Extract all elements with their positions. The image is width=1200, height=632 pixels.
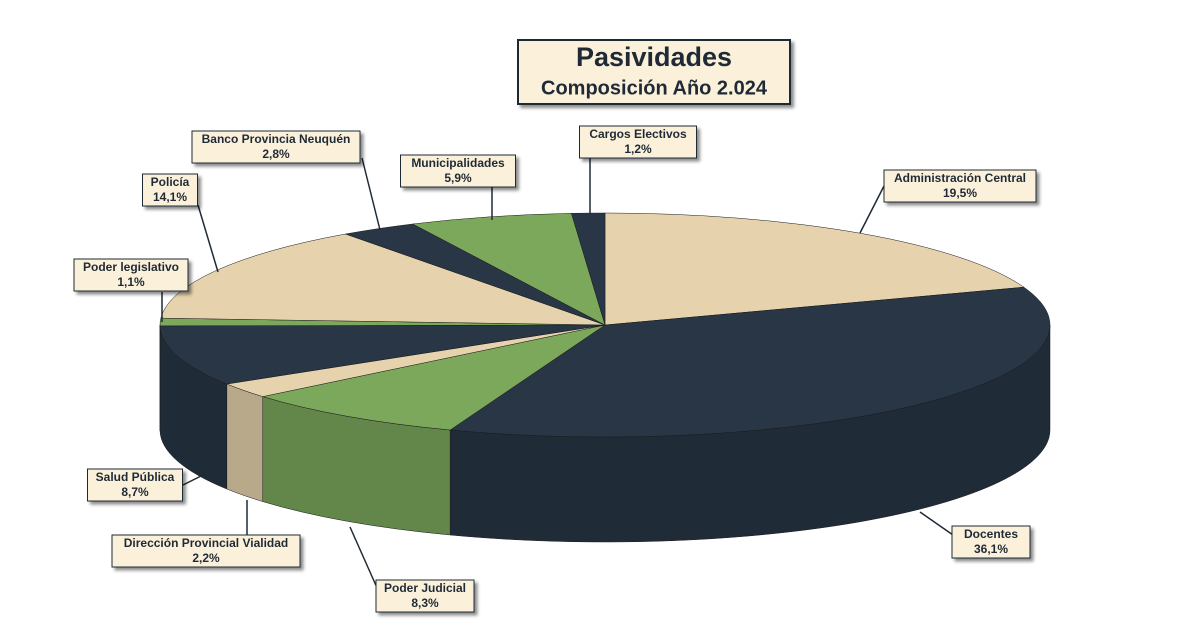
label-box <box>73 258 189 292</box>
value-label: 1,2% <box>624 142 652 156</box>
leader-line <box>182 473 206 486</box>
leader-line <box>361 157 381 231</box>
leader-line <box>859 185 885 234</box>
chart-title: Pasividades <box>576 42 732 72</box>
label-box <box>400 154 516 188</box>
value-label: 19,5% <box>943 186 977 200</box>
label-box <box>375 579 475 613</box>
category-label: Policía <box>151 175 190 189</box>
label-box <box>951 525 1031 559</box>
value-label: 5,9% <box>444 171 472 185</box>
category-label: Poder legislativo <box>83 260 179 274</box>
value-label: 8,3% <box>411 596 439 610</box>
slice-side <box>226 383 264 502</box>
value-label: 2,2% <box>192 551 220 565</box>
slice <box>262 324 606 431</box>
label-box <box>87 468 183 502</box>
leader-line <box>919 511 954 536</box>
value-label: 36,1% <box>974 542 1008 556</box>
title-box <box>517 39 791 105</box>
category-label: Municipalidades <box>411 156 505 170</box>
slice <box>159 324 606 385</box>
category-label: Banco Provincia Neuquén <box>202 132 351 146</box>
slice <box>604 212 1025 326</box>
label-box <box>142 173 198 207</box>
category-label: Salud Pública <box>96 470 175 484</box>
category-label: Poder Judicial <box>384 581 466 595</box>
category-label: Dirección Provincial Vialidad <box>124 536 289 550</box>
chart-subtitle: Composición Año 2.024 <box>541 77 768 99</box>
slice <box>571 212 606 326</box>
label-box <box>883 169 1037 203</box>
slice <box>160 233 606 326</box>
slice <box>411 213 606 326</box>
value-label: 8,7% <box>121 485 149 499</box>
category-label: Administración Central <box>894 171 1026 185</box>
value-label: 1,1% <box>117 275 145 289</box>
value-label: 2,8% <box>262 147 290 161</box>
label-box <box>579 125 697 159</box>
slice <box>449 286 1051 438</box>
label-box <box>191 130 361 164</box>
category-label: Docentes <box>964 527 1018 541</box>
pie <box>159 212 1051 543</box>
label-box <box>111 534 301 568</box>
category-label: Cargos Electivos <box>589 127 687 141</box>
value-label: 14,1% <box>153 190 187 204</box>
leader-line <box>197 204 219 273</box>
leader-line <box>349 526 379 591</box>
